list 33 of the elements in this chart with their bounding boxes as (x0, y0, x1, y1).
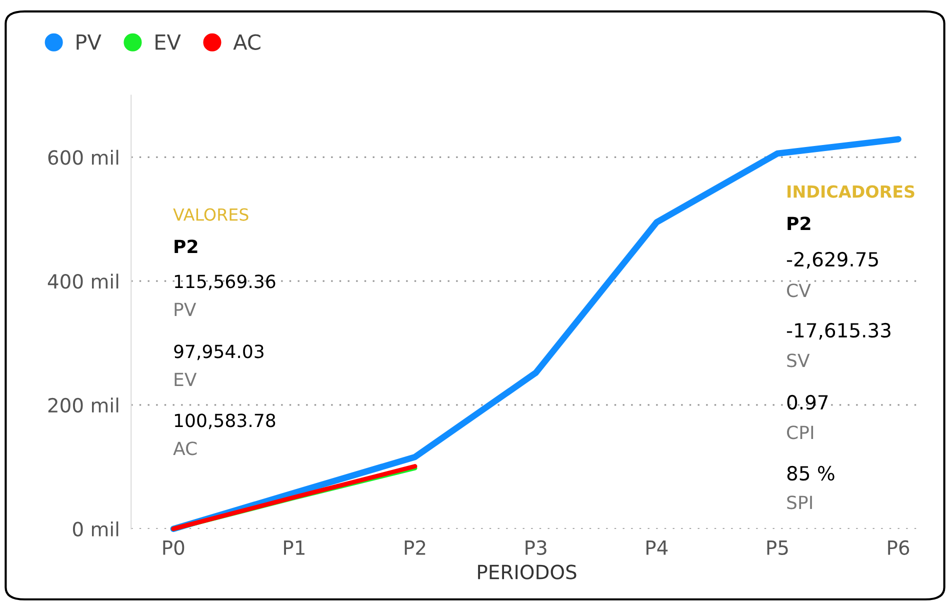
annotation: VALORES (173, 208, 248, 221)
annotation: 100,583.78 (174, 414, 276, 430)
x-axis-title: PERIODOS (478, 564, 576, 580)
y-tick-label: 600 mil (48, 150, 118, 165)
x-tick-label: P4 (646, 540, 668, 555)
annotation: -17,615.33 (786, 322, 890, 340)
annotation: PV (174, 302, 196, 316)
legend-label: AC (233, 34, 260, 50)
x-tick-label: P5 (767, 540, 788, 555)
annotation: SPI (787, 496, 812, 510)
annotation: P2 (174, 240, 198, 253)
annotation: 115,569.36 (174, 274, 276, 290)
x-tick-label: P1 (284, 540, 304, 555)
y-tick-label: 200 mil (48, 398, 118, 413)
annotation: EV (174, 372, 197, 386)
x-tick-label: P3 (526, 540, 546, 555)
annotation: P2 (788, 216, 810, 230)
annotation: CPI (787, 426, 814, 440)
annotation: 85 % (787, 466, 834, 481)
annotation: 0.97 (787, 394, 828, 410)
x-tick-label: P2 (404, 540, 426, 555)
y-tick-label: 0 mil (72, 521, 118, 536)
x-tick-label: P0 (163, 540, 184, 555)
legend-label: EV (156, 34, 181, 50)
x-tick-label: P6 (888, 540, 910, 555)
annotation: AC (173, 442, 197, 456)
annotation: 97,954.03 (174, 344, 264, 360)
annotation: SV (787, 354, 810, 368)
annotation: INDICADORES (788, 185, 914, 198)
annotation: -2,629.75 (786, 252, 878, 269)
annotation: CV (787, 284, 811, 298)
y-tick-label: 400 mil (48, 274, 118, 289)
legend-label: PV (76, 34, 102, 50)
